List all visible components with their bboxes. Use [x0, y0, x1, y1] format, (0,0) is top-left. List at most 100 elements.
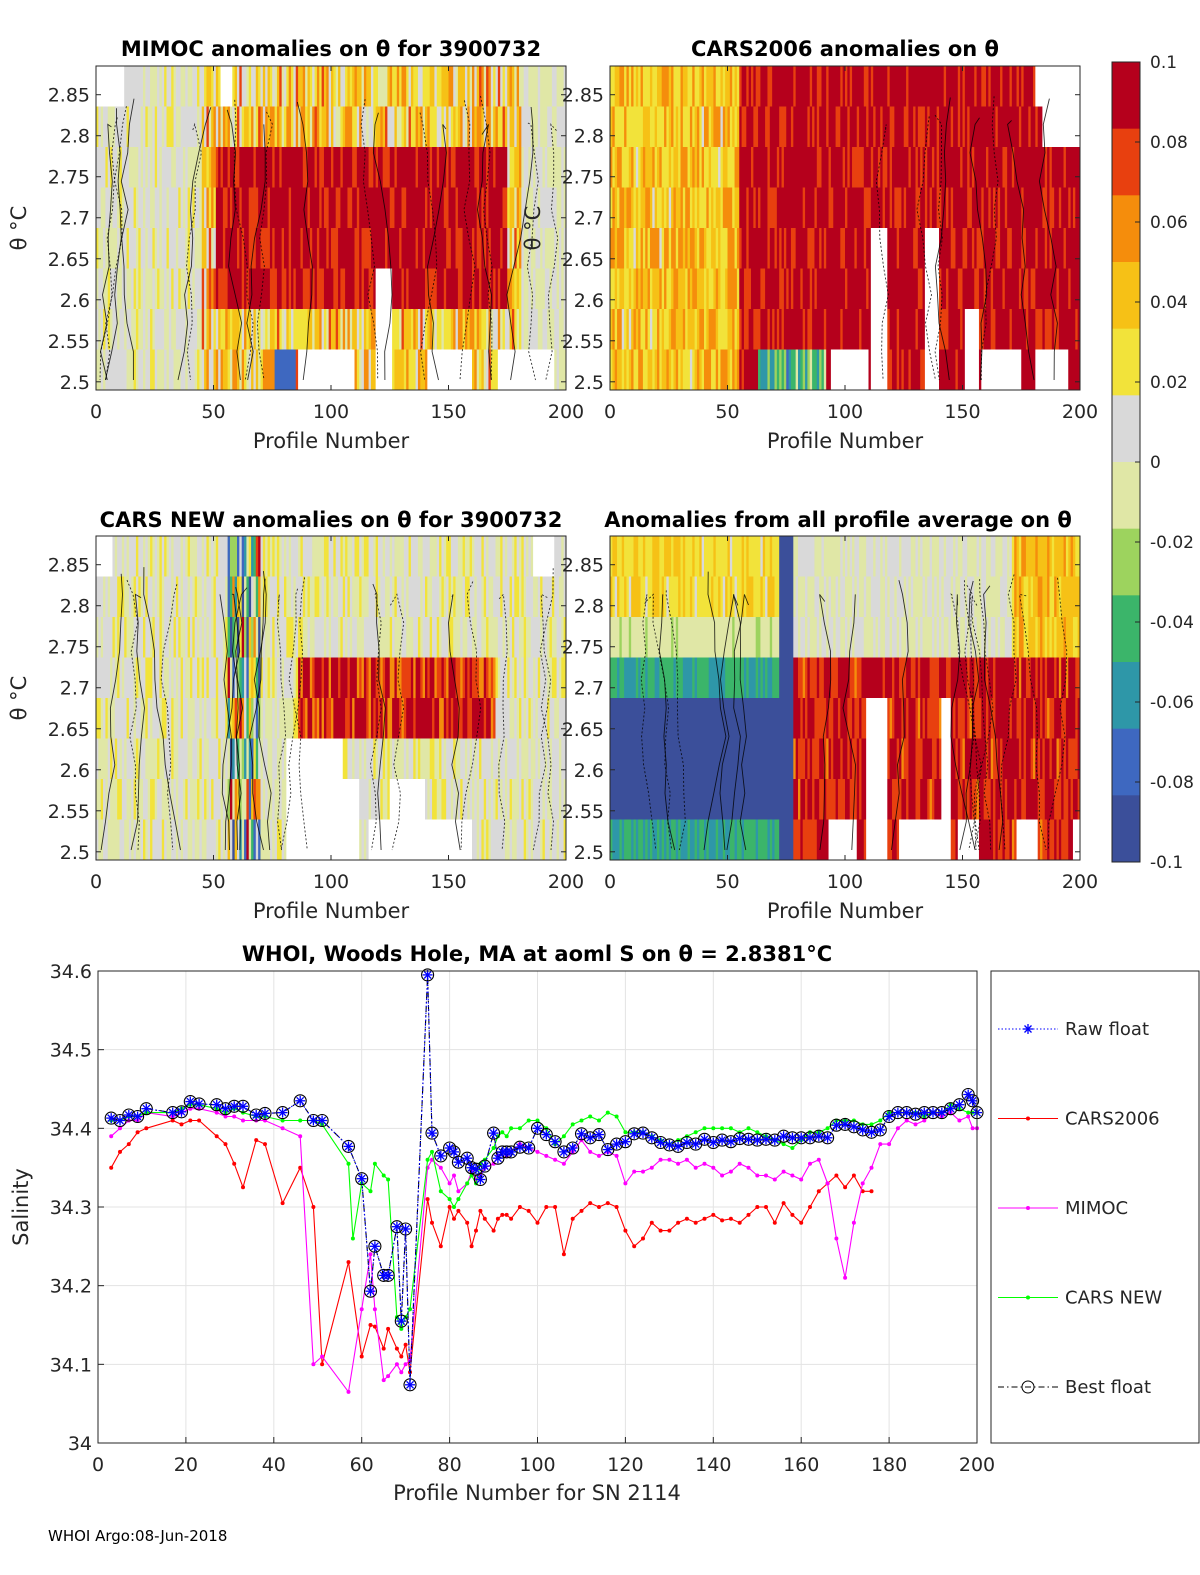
heatmap-cell [621, 309, 625, 350]
heatmap-cell [227, 349, 231, 391]
heatmap-cell [920, 147, 923, 188]
data-point-mimoc [887, 1142, 892, 1147]
heatmap-cell [978, 536, 982, 577]
heatmap-cell [955, 349, 959, 391]
heatmap-cell [748, 309, 754, 350]
heatmap-cell [837, 698, 841, 739]
heatmap-cell [152, 536, 156, 577]
heatmap-cell [868, 106, 874, 148]
heatmap-cell [474, 66, 478, 107]
heatmap-cell [722, 66, 726, 107]
heatmap-cell [619, 617, 623, 658]
heatmap-cell [375, 536, 379, 577]
heatmap-cell [814, 106, 818, 148]
heatmap-cell [908, 66, 945, 107]
heatmap-cell [692, 349, 695, 391]
heatmap-cell [1021, 187, 1024, 229]
heatmap-cell [1028, 268, 1032, 310]
heatmap-cell [889, 147, 893, 188]
heatmap-cell [145, 187, 151, 229]
heatmap-cell [638, 187, 641, 229]
heatmap-cell [849, 147, 853, 188]
heatmap-cell [840, 576, 846, 618]
heatmap-cell [190, 657, 193, 699]
heatmap-cell [370, 657, 377, 699]
heatmap-cell [826, 66, 829, 107]
heatmap-cell [434, 66, 438, 107]
heatmap-cell [901, 536, 912, 577]
data-point-mimoc [399, 1370, 404, 1375]
heatmap-cell [410, 66, 414, 107]
heatmap-cell [239, 617, 243, 658]
heatmap-cell [305, 576, 308, 618]
heatmap-cell [157, 576, 160, 618]
heatmap-cell [523, 66, 529, 107]
heatmap-cell [164, 66, 167, 107]
heatmap-cell [246, 309, 250, 350]
heatmap-cell [1028, 309, 1036, 350]
heatmap-cell [950, 779, 959, 820]
heatmap-cell [483, 819, 487, 861]
heatmap-cell [204, 698, 207, 739]
heatmap-cell [255, 738, 259, 780]
heatmap-cell [1054, 657, 1057, 699]
heatmap-cell [671, 536, 674, 577]
heatmap-cell [258, 187, 268, 229]
heatmap-cell [401, 106, 405, 148]
heatmap-cell [225, 698, 228, 739]
heatmap-cell [488, 187, 503, 229]
heatmap-cell [743, 309, 750, 350]
heatmap-cell [363, 738, 367, 780]
heatmap-cell [896, 349, 900, 391]
heatmap-cell [396, 576, 402, 618]
heatmap-cell [227, 268, 243, 310]
raw-float-marker [488, 1128, 499, 1139]
heatmap-cell [908, 738, 916, 780]
heatmap-cell [469, 309, 475, 350]
heatmap-cell [537, 187, 541, 229]
heatmap-cell [537, 106, 541, 148]
heatmap-cell [481, 349, 485, 391]
heatmap-cell [974, 698, 982, 739]
heatmap-cell [528, 66, 539, 107]
heatmap-cell [1051, 738, 1057, 780]
heatmap-cell [399, 698, 402, 739]
heatmap-cell [197, 779, 200, 820]
heatmap-cell [349, 657, 358, 699]
heatmap-cell [927, 779, 930, 820]
heatmap-cell [668, 147, 672, 188]
y-tick-label: 2.6 [60, 290, 90, 312]
heatmap-cell [845, 66, 848, 107]
raw-float-marker [396, 1316, 407, 1327]
heatmap-cell [664, 536, 672, 577]
heatmap-cell [495, 657, 499, 699]
heatmap-cell [100, 617, 104, 658]
raw-float-marker [576, 1128, 587, 1139]
heatmap-cell [241, 698, 245, 739]
y-axis-label: θ °C [521, 206, 545, 251]
heatmap-cell [990, 698, 996, 739]
heatmap-cell [422, 536, 431, 577]
heatmap-cell [704, 147, 710, 188]
heatmap-cell [215, 228, 224, 269]
heatmap-cell [295, 106, 299, 148]
contour-line [280, 577, 306, 851]
heatmap-cell [631, 147, 634, 188]
heatmap-cell [140, 738, 146, 780]
heatmap-cell [187, 309, 198, 350]
raw-float-marker [963, 1089, 974, 1100]
heatmap-cell [413, 309, 416, 350]
heatmap-cell [279, 617, 287, 658]
raw-float-marker [857, 1124, 868, 1135]
best-float-marker [139, 1102, 153, 1116]
data-point-cars_new [720, 1126, 725, 1131]
heatmap-cell [361, 268, 365, 310]
heatmap-cell [1011, 536, 1015, 577]
raw-float-marker [462, 1153, 473, 1164]
legend-item-cars_new: CARS NEW [998, 1288, 1162, 1309]
heatmap-cell [530, 738, 536, 780]
heatmap-cell [692, 106, 695, 148]
heatmap-cell [753, 147, 768, 188]
heatmap-cell [755, 657, 759, 699]
heatmap-cell [229, 657, 233, 699]
